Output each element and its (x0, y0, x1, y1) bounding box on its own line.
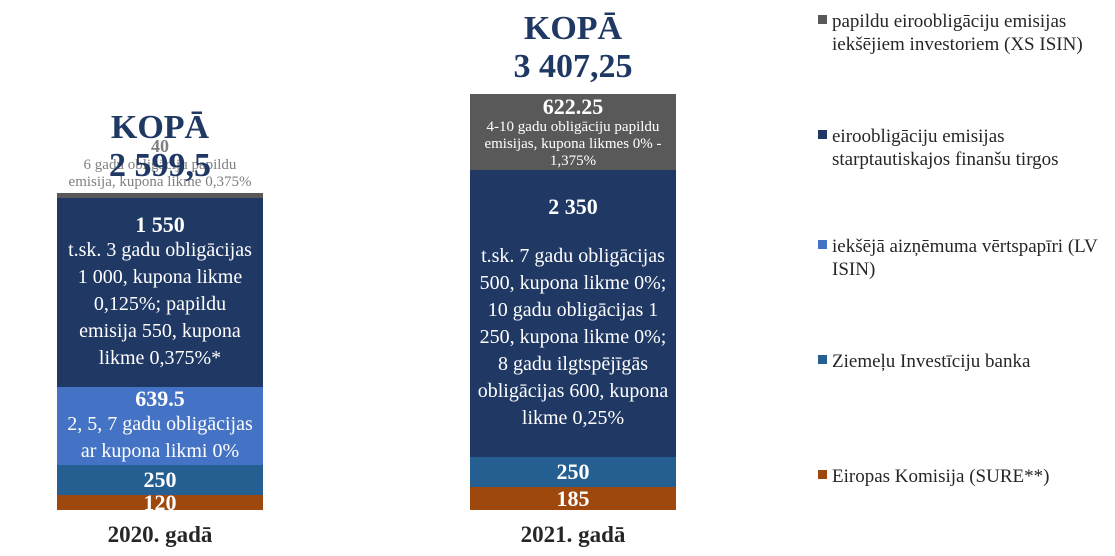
legend-label: eiroobligāciju emisijas starptautiskajos… (832, 126, 1059, 170)
total-heading: KOPĀ (110, 108, 210, 146)
bar-segment: 622.25 4-10 gadu obligāciju papildu emisi… (470, 94, 676, 171)
data-label: 250 (556, 459, 590, 485)
legend-label: papildu eiroobligāciju emisijas iekšējie… (832, 11, 1083, 55)
segment-label: 1 550 t.sk. 3 gadu obligācijas 1 000, kup… (57, 198, 263, 387)
legend-swatch (818, 240, 827, 249)
x-label: 2021. gadā (520, 522, 626, 547)
legend-label: Eiropas Komisija (SURE**) (832, 466, 1050, 487)
bar-segment: 185 (470, 485, 676, 511)
legend-item: Eiropas Komisija (SURE**) (818, 465, 1108, 488)
legend-swatch (818, 130, 827, 139)
bar-segment: 250 (470, 456, 676, 488)
legend-item: Ziemeļu Investīciju banka (818, 350, 1108, 373)
segment-note: 4-10 gadu obligāciju papildu emisijas, k… (484, 118, 662, 169)
data-label: 40 (151, 135, 169, 156)
segment-note: t.sk. 7 gadu obligācijas 500, kupona lik… (477, 245, 669, 430)
bar-segment: 2 350 t.sk. 7 gadu obligācijas 500, kupon… (470, 170, 676, 457)
legend-label: Ziemeļu Investīciju banka (832, 351, 1031, 372)
segment-label: 639.5 2, 5, 7 gadu obligācijas ar kupona … (57, 385, 263, 465)
data-label: 250 (143, 467, 177, 493)
bar-segment: 1 550 t.sk. 3 gadu obligācijas 1 000, kup… (57, 197, 263, 387)
segment-label: 40 6 gadu obligāciju papildu emisija, kup… (57, 135, 263, 191)
segment-label: 250 (470, 457, 676, 488)
total-value: 2 599,5 (109, 146, 211, 184)
data-label: 622.25 (542, 93, 604, 119)
legend-swatch (818, 15, 827, 24)
bar-segment: 40 6 gadu obligāciju papildu emisija, kup… (57, 136, 263, 198)
segment-label: 120 (57, 490, 263, 514)
legend-item: papildu eiroobligāciju emisijas iekšējie… (818, 10, 1108, 56)
legend-item: eiroobligāciju emisijas starptautiskajos… (818, 125, 1108, 171)
segment-note: 6 gadu obligāciju papildu emisija, kupon… (68, 156, 252, 190)
bar-segment: 120 (57, 490, 263, 514)
data-label: 639.5 (135, 385, 185, 411)
data-label: 2 350 (548, 193, 598, 219)
data-label: 185 (556, 485, 590, 511)
data-label: 1 550 (135, 211, 185, 237)
x-label: 2020. gadā (107, 522, 213, 547)
total-value: 3 407,25 (513, 48, 633, 86)
total-heading: KOPĀ (523, 10, 623, 48)
segment-note: 2, 5, 7 gadu obligācijas ar kupona likmi… (67, 412, 253, 462)
legend-swatch (818, 470, 827, 479)
segment-label: 250 (57, 465, 263, 496)
bar-segment: 250 (57, 464, 263, 496)
segment-label: 622.25 4-10 gadu obligāciju papildu emisi… (470, 94, 676, 170)
legend-label: iekšējā aizņēmuma vērtspapīri (LV ISIN) (832, 236, 1098, 280)
legend-swatch (818, 355, 827, 364)
segment-note: t.sk. 3 gadu obligācijas 1 000, kupona l… (68, 238, 252, 369)
bar-segment: 639.5 2, 5, 7 gadu obligācijas ar kupona … (57, 385, 263, 465)
legend-item: iekšējā aizņēmuma vērtspapīri (LV ISIN) (818, 235, 1108, 281)
segment-label: 185 (470, 485, 676, 511)
segment-label: 2 350 t.sk. 7 gadu obligācijas 500, kupon… (470, 170, 676, 457)
